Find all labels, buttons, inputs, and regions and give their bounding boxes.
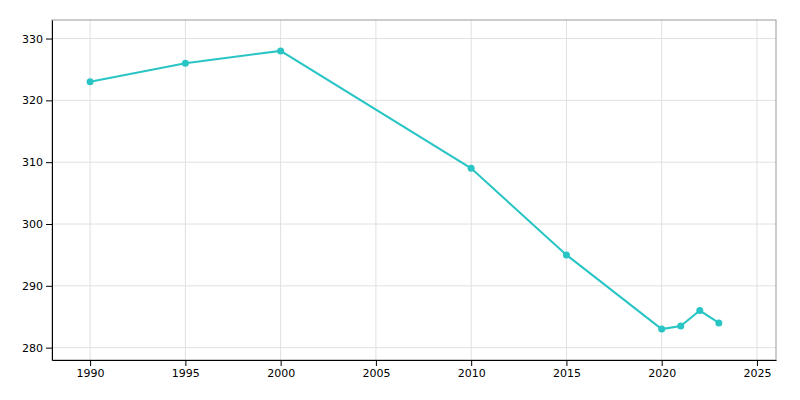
- y-tick-label: 310: [22, 156, 43, 169]
- x-tick: 2005: [362, 360, 390, 380]
- y-tick-mark: [46, 100, 52, 101]
- page: {"chart_data": {"type": "line", "x": [19…: [0, 0, 800, 400]
- grid: [52, 20, 776, 360]
- grid-line-x: [375, 20, 376, 360]
- x-axis-line: [53, 360, 777, 361]
- marks: [87, 47, 723, 332]
- point: [677, 323, 684, 330]
- y-tick-mark: [46, 224, 52, 225]
- y-tick: 280: [22, 342, 52, 355]
- y-axis-line: [52, 21, 53, 361]
- x-tick: 2000: [267, 360, 295, 380]
- x-tick-mark: [281, 360, 282, 366]
- x-tick: 2025: [743, 360, 771, 380]
- y-tick-label: 320: [22, 94, 43, 107]
- y-tick: 290: [22, 280, 52, 293]
- grid-line-y: [52, 162, 776, 163]
- y-axis: 280 290 300 310 320 330: [22, 21, 53, 361]
- y-tick-label: 280: [22, 342, 43, 355]
- x-tick: 1990: [77, 360, 105, 380]
- x-tick-label: 2000: [267, 367, 295, 380]
- y-tick-label: 290: [22, 280, 43, 293]
- y-tick: 310: [22, 156, 52, 169]
- x-tick-label: 2005: [362, 367, 390, 380]
- grid-line-x: [280, 20, 281, 360]
- grid-line-y: [52, 347, 776, 348]
- point: [87, 78, 94, 85]
- y-tick-mark: [46, 39, 52, 40]
- point: [563, 251, 570, 258]
- grid-line-x: [471, 20, 472, 360]
- x-tick: 2010: [458, 360, 486, 380]
- x-tick-mark: [566, 360, 567, 366]
- grid-line-x: [90, 20, 91, 360]
- point: [715, 319, 722, 326]
- point: [696, 307, 703, 314]
- plot: 1990 1995 2000 2005 2010 2015 2020 2025 280 290 30…: [22, 20, 777, 380]
- grid-line-y: [52, 100, 776, 101]
- x-tick: 1995: [172, 360, 200, 380]
- chart-svg: 1990 1995 2000 2005 2010 2015 2020 2025 280 290 30…: [0, 0, 800, 400]
- x-tick: 2020: [648, 360, 676, 380]
- x-tick-label: 1990: [77, 367, 105, 380]
- y-tick-label: 330: [22, 33, 43, 46]
- y-tick: 330: [22, 33, 52, 46]
- y-tick: 300: [22, 218, 52, 231]
- grid-line-x: [756, 20, 757, 360]
- y-tick-label: 300: [22, 218, 43, 231]
- grid-line-y: [52, 38, 776, 39]
- x-tick-label: 2010: [458, 367, 486, 380]
- y-tick-mark: [46, 286, 52, 287]
- x-tick-mark: [90, 360, 91, 366]
- line: [90, 51, 719, 329]
- plot-frame: [52, 20, 776, 360]
- x-tick-label: 2015: [553, 367, 581, 380]
- x-tick-mark: [376, 360, 377, 366]
- x-tick-mark: [185, 360, 186, 366]
- grid-line-x: [661, 20, 662, 360]
- grid-line-x: [566, 20, 567, 360]
- x-tick-mark: [471, 360, 472, 366]
- x-tick-label: 2025: [743, 367, 771, 380]
- y-tick: 320: [22, 94, 52, 107]
- grid-line-x: [185, 20, 186, 360]
- point: [658, 326, 665, 333]
- x-tick-label: 2020: [648, 367, 676, 380]
- x-axis: 1990 1995 2000 2005 2010 2015 2020 2025: [53, 360, 777, 380]
- point: [182, 60, 189, 67]
- point: [277, 47, 284, 54]
- x-tick-label: 1995: [172, 367, 200, 380]
- x-tick-mark: [662, 360, 663, 366]
- chart-container: 1990 1995 2000 2005 2010 2015 2020 2025 280 290 30…: [0, 0, 800, 400]
- point: [468, 165, 475, 172]
- y-tick-mark: [46, 162, 52, 163]
- x-tick-mark: [757, 360, 758, 366]
- y-tick-mark: [46, 348, 52, 349]
- grid-line-y: [52, 285, 776, 286]
- x-tick: 2015: [553, 360, 581, 380]
- grid-line-y: [52, 224, 776, 225]
